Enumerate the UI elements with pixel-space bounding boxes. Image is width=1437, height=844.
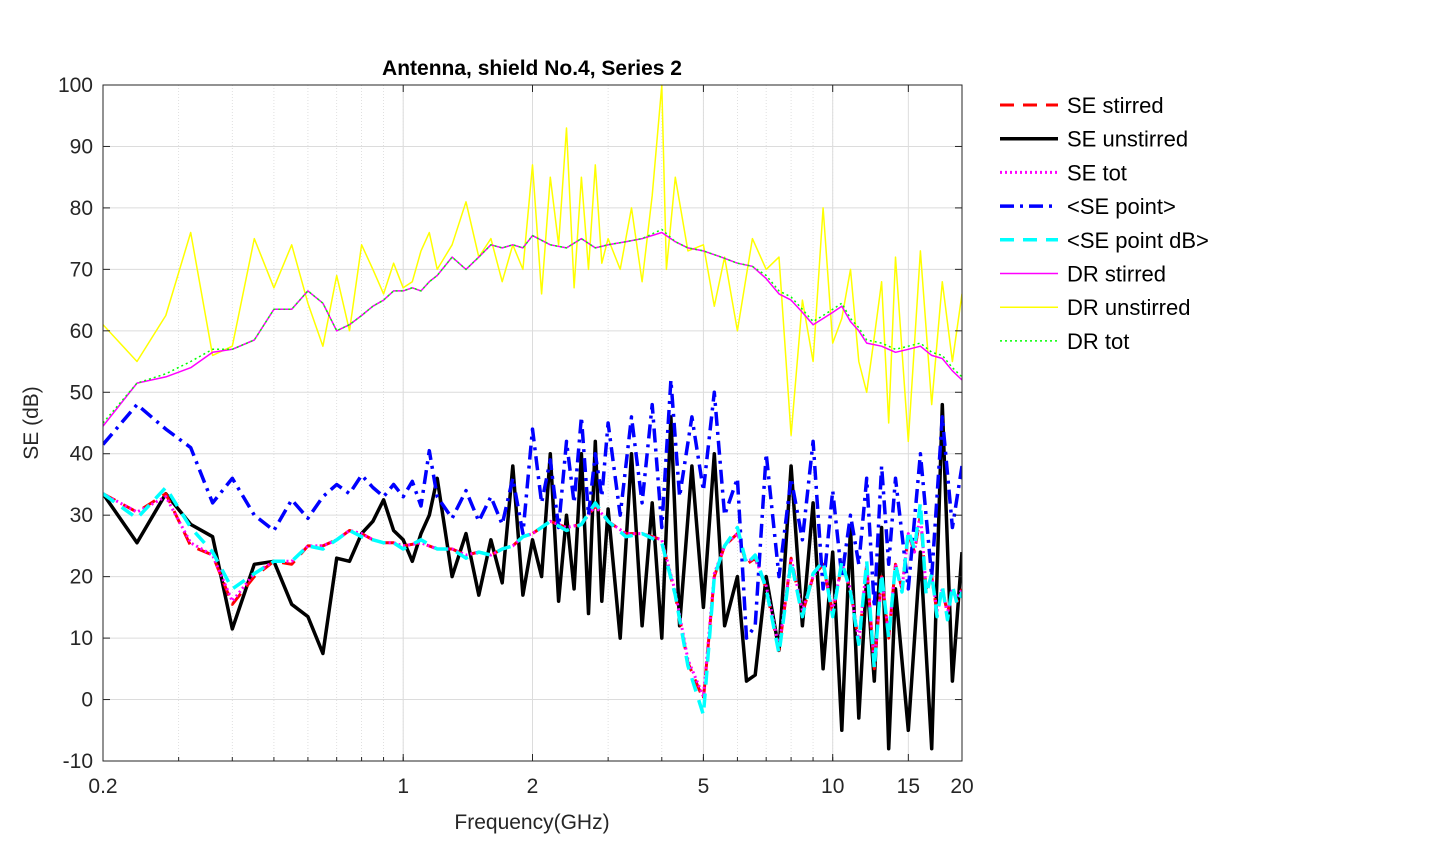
y-tick-label: 40 [70,443,93,466]
legend-entry-label: DR unstirred [1067,295,1190,320]
y-tick-label: 70 [70,258,93,281]
x-tick-label: 15 [897,775,920,798]
legend-entry-label: <SE point> [1067,194,1176,219]
axis-ticks: 0.2 1 2 5 10 15 20 -10 0 10 20 30 40 50 60 70 80 90 100 [58,74,974,798]
legend-entry-label: SE unstirred [1067,127,1188,152]
series-line [103,228,962,424]
y-tick-label: 100 [58,74,93,97]
legend-entry-label: <SE point dB> [1067,228,1209,253]
series-line [103,492,962,701]
legend-entry-label: DR stirred [1067,262,1166,287]
x-tick-label: 2 [527,775,539,798]
y-tick-label: 60 [70,320,93,343]
series-line [103,378,962,640]
y-tick-label: 90 [70,135,93,158]
legend: SE stirred SE unstirred SE tot <SE point> <S… [1000,93,1209,354]
series-layer [103,85,962,751]
legend-entry-label: DR tot [1067,329,1129,354]
series-line [103,485,962,717]
series-line [103,402,962,751]
legend-entry-label: SE stirred [1067,93,1164,118]
y-tick-label: 10 [70,627,93,650]
x-tick-label: 10 [821,775,844,798]
chart-title: Antenna, shield No.4, Series 2 [382,57,682,80]
series-line [103,85,962,443]
x-tick-label: 20 [950,775,973,798]
y-tick-label: 50 [70,381,93,404]
y-axis-label: SE (dB) [20,386,43,460]
y-tick-label: -10 [63,750,93,773]
y-tick-label: 80 [70,197,93,220]
x-tick-label: 1 [397,775,409,798]
y-tick-label: 0 [81,689,93,712]
x-tick-label: 5 [698,775,710,798]
x-axis-label: Frequency(GHz) [454,811,609,834]
y-tick-label: 20 [70,566,93,589]
legend-entry-label: SE tot [1067,160,1127,185]
y-tick-label: 30 [70,504,93,527]
x-tick-label: 0.2 [88,775,117,798]
